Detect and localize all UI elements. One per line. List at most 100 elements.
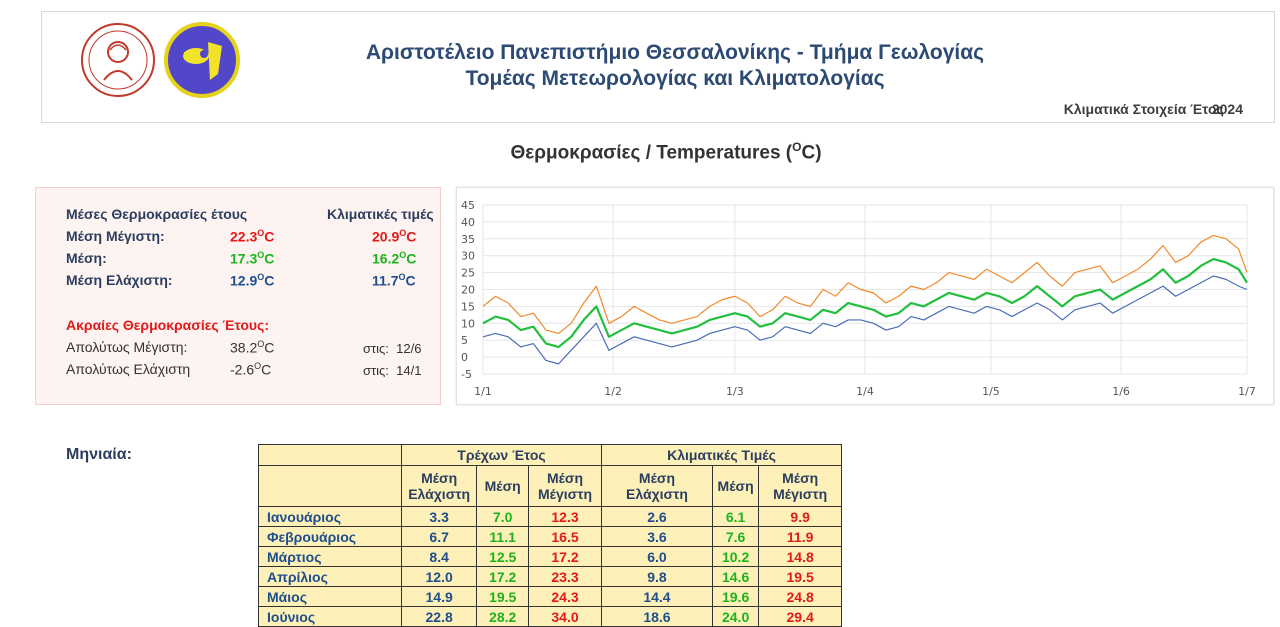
- current-mean-cell: 12.5: [476, 546, 530, 567]
- current-mean-cell: 28.2: [476, 606, 530, 627]
- month-name: Μάιος: [258, 586, 402, 607]
- mean-max-value: 22.3OC: [230, 228, 275, 245]
- monthly-label: Μηνιαία:: [66, 446, 132, 463]
- month-name: Ιανουάριος: [258, 506, 402, 527]
- section-title-end: C): [801, 142, 822, 164]
- mean-label: Μέση:: [66, 250, 107, 266]
- current-mean-cell: 19.5: [476, 586, 530, 607]
- climatic-values-header: Κλιματικές Τιμές: [601, 444, 842, 466]
- month-name: Φεβρουάριος: [258, 526, 402, 547]
- x-tick-label: 1/5: [982, 385, 1000, 398]
- clim-mean-cell: 24.0: [711, 606, 760, 627]
- clim-min-header: Μέση Ελάχιστη: [601, 465, 713, 507]
- clim-max-cell: 19.5: [758, 566, 842, 587]
- mean-value: 17.3OC: [230, 250, 275, 267]
- subtitle-text: Κλιματικά Στοιχεία Έτος: [1063, 101, 1224, 117]
- current-min-cell: 14.9: [400, 586, 478, 607]
- current-mean-header: Μέση: [476, 465, 530, 507]
- y-tick-label: 10: [461, 317, 475, 330]
- table-header-row: Τρέχων Έτος Κλιματικές Τιμές: [258, 444, 842, 466]
- table-row: Μάιος 14.9 19.5 24.3 14.4 19.6 24.8: [258, 586, 842, 607]
- current-min-cell: 8.4: [400, 546, 478, 567]
- section-title: Θερμοκρασίες / Temperatures (OC): [0, 140, 1280, 164]
- department-logo-icon: [164, 22, 240, 98]
- abs-max-date: στις: 12/6: [363, 341, 422, 356]
- climatic-values-heading: Κλιματικές τιμές: [327, 206, 434, 222]
- clim-min-cell: 6.0: [601, 546, 713, 567]
- table-row: Ιανουάριος 3.3 7.0 12.3 2.6 6.1 9.9: [258, 506, 842, 527]
- y-tick-label: 20: [461, 284, 475, 297]
- table-row: Φεβρουάριος 6.7 11.1 16.5 3.6 7.6 11.9: [258, 526, 842, 547]
- mean-max-label: Μέση Μέγιστη:: [66, 228, 165, 244]
- y-tick-label: 35: [461, 233, 475, 246]
- clim-mean-cell: 7.6: [711, 526, 760, 547]
- y-tick-label: -5: [461, 368, 472, 381]
- month-column-header: [258, 465, 402, 507]
- extremes-heading: Ακραίες Θερμοκρασίες Έτους:: [66, 317, 269, 333]
- x-tick-label: 1/1: [474, 385, 492, 398]
- x-tick-label: 1/3: [726, 385, 744, 398]
- table-row: Μάρτιος 8.4 12.5 17.2 6.0 10.2 14.8: [258, 546, 842, 567]
- table-corner: [258, 444, 402, 466]
- abs-min-date: στις: 14/1: [363, 363, 422, 378]
- current-min-header: Μέση Ελάχιστη: [400, 465, 478, 507]
- abs-max-label: Απολύτως Μέγιστη:: [66, 339, 188, 355]
- page-title-line2: Τομέας Μετεωρολογίας και Κλιματολογίας: [465, 67, 885, 90]
- temperature-chart-svg: 45 40 35 30 25 20 15 10 5 0 -51/1 1/2 1/3 1/4 1/5 1/6 1/…: [461, 199, 1256, 398]
- current-min-cell: 3.3: [400, 506, 478, 527]
- y-tick-label: 30: [461, 250, 475, 263]
- current-mean-cell: 17.2: [476, 566, 530, 587]
- section-title-text: Θερμοκρασίες / Temperatures (: [510, 142, 793, 164]
- y-tick-label: 15: [461, 300, 475, 313]
- month-name: Ιούνιος: [258, 606, 402, 627]
- abs-max-value: 38.2OC: [230, 339, 275, 356]
- annual-stats-box: Μέσες Θερμοκρασίες έτους Κλιματικές τιμέ…: [35, 187, 441, 405]
- current-max-cell: 12.3: [528, 506, 602, 527]
- clim-max-cell: 29.4: [758, 606, 842, 627]
- header-box: Αριστοτέλειο Πανεπιστήμιο Θεσσαλονίκης -…: [41, 11, 1275, 123]
- mean-min-clim: 11.7OC: [372, 272, 416, 289]
- current-min-cell: 6.7: [400, 526, 478, 547]
- mean-min-value: 12.9OC: [230, 272, 275, 289]
- current-max-cell: 16.5: [528, 526, 602, 547]
- subtitle-year: 2024: [1211, 101, 1243, 117]
- clim-max-cell: 9.9: [758, 506, 842, 527]
- current-max-cell: 23.3: [528, 566, 602, 587]
- clim-mean-header: Μέση: [711, 465, 760, 507]
- page-title-line1: Αριστοτέλειο Πανεπιστήμιο Θεσσαλονίκης -…: [365, 41, 985, 64]
- mean-min-label: Μέση Ελάχιστη:: [66, 272, 173, 288]
- current-max-cell: 24.3: [528, 586, 602, 607]
- clim-mean-cell: 6.1: [711, 506, 760, 527]
- clim-min-cell: 3.6: [601, 526, 713, 547]
- table-row: Απρίλιος 12.0 17.2 23.3 9.8 14.6 19.5: [258, 566, 842, 587]
- current-max-cell: 17.2: [528, 546, 602, 567]
- mean-max-clim: 20.9OC: [372, 228, 417, 245]
- table-subheader-row: Μέση Ελάχιστη Μέση Μέση Μέγιστη Μέση Ελάχισ…: [258, 465, 842, 507]
- clim-min-cell: 14.4: [601, 586, 713, 607]
- y-tick-label: 25: [461, 267, 475, 280]
- series-line: [482, 275, 1248, 365]
- x-tick-label: 1/2: [604, 385, 622, 398]
- clim-min-cell: 2.6: [601, 506, 713, 527]
- clim-mean-cell: 19.6: [711, 586, 760, 607]
- y-tick-label: 45: [461, 199, 475, 212]
- annual-mean-heading: Μέσες Θερμοκρασίες έτους: [66, 206, 248, 222]
- clim-mean-cell: 14.6: [711, 566, 760, 587]
- y-tick-label: 5: [461, 334, 468, 347]
- clim-max-cell: 11.9: [758, 526, 842, 547]
- current-year-header: Τρέχων Έτος: [401, 444, 602, 466]
- temperature-chart: 45 40 35 30 25 20 15 10 5 0 -5 1/1 1/2 1/3 1/4 1/5 1/6 1/…: [456, 187, 1274, 405]
- climate-year-subtitle: Κλιματικά Στοιχεία Έτος2024: [1064, 101, 1243, 117]
- x-tick-label: 1/4: [856, 385, 874, 398]
- month-name: Απρίλιος: [258, 566, 402, 587]
- clim-max-header: Μέση Μέγιστη: [758, 465, 842, 507]
- x-tick-label: 1/7: [1238, 385, 1256, 398]
- current-mean-cell: 7.0: [476, 506, 530, 527]
- clim-mean-cell: 10.2: [711, 546, 760, 567]
- current-min-cell: 12.0: [400, 566, 478, 587]
- mean-clim: 16.2OC: [372, 250, 417, 267]
- current-min-cell: 22.8: [400, 606, 478, 627]
- x-tick-label: 1/6: [1112, 385, 1130, 398]
- month-name: Μάρτιος: [258, 546, 402, 567]
- current-mean-cell: 11.1: [476, 526, 530, 547]
